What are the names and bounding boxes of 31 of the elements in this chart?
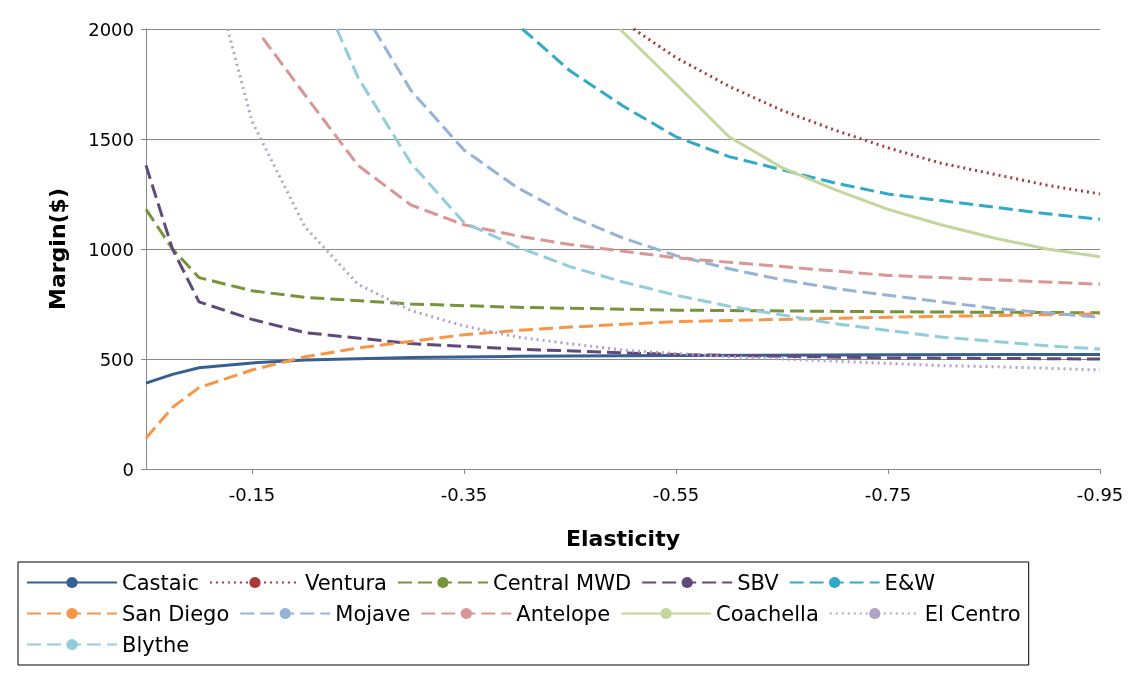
x-tick-label: -0.35 (440, 483, 488, 505)
x-tick-label: -0.55 (652, 483, 700, 505)
line-series (261, 36, 1102, 286)
line-series (144, 312, 1102, 440)
legend-label: Coachella (716, 601, 819, 626)
y-tick-label: 1000 (88, 238, 134, 260)
line-series (618, 27, 1102, 259)
line-series (520, 27, 1102, 221)
x-tick-label: -0.75 (864, 483, 912, 505)
x-tick-label: -0.15 (228, 483, 276, 505)
legend-label: Antelope (516, 601, 611, 626)
y-tick-label: 2000 (88, 18, 134, 40)
legend-label: Central MWD (492, 570, 632, 595)
legend-label: E&W (884, 570, 936, 595)
legend-label: Blythe (122, 632, 190, 657)
y-tick-label: 1500 (88, 128, 134, 150)
legend-label: SBV (737, 570, 780, 595)
legend-label: El Centro (924, 601, 1021, 626)
x-tick-label: -0.95 (1076, 483, 1124, 505)
line-series (144, 163, 1102, 361)
y-axis-title: Margin($) (44, 188, 70, 310)
line-series (226, 27, 1102, 372)
y-tick-label: 500 (99, 348, 134, 370)
legend-label: Mojave (335, 601, 411, 626)
legend-label: Castaic (122, 570, 199, 595)
line-series (632, 27, 1102, 196)
y-tick-label: 0 (122, 458, 134, 480)
legend-label: Ventura (304, 570, 387, 595)
line-series (144, 207, 1102, 315)
x-axis-title: Elasticity (565, 525, 681, 551)
legend-label: San Diego (122, 601, 230, 626)
